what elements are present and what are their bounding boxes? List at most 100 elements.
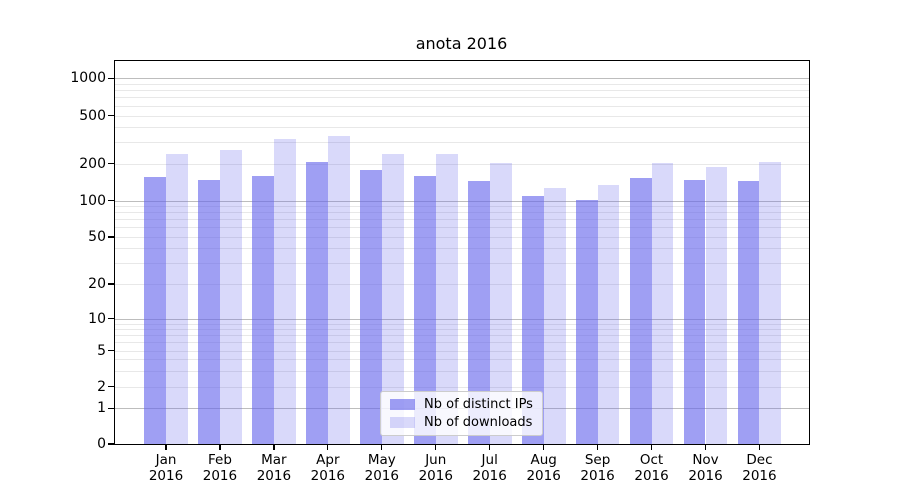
bar-dec-downloads	[759, 162, 782, 444]
y-tick-mark	[108, 407, 115, 409]
legend: Nb of distinct IPs Nb of downloads	[380, 391, 543, 436]
y-tick-mark	[108, 162, 115, 165]
gridline-minor	[115, 370, 809, 372]
gridline-minor	[115, 83, 809, 85]
x-tick-mark	[273, 445, 275, 450]
gridline-major	[115, 78, 809, 80]
x-tick-mark	[435, 445, 437, 450]
y-tick-mark	[108, 443, 115, 445]
bar-may-distinct-ips	[359, 170, 382, 444]
bar-may-downloads	[381, 154, 404, 444]
bar-aug-downloads	[543, 188, 566, 444]
x-tick-mark	[219, 445, 221, 450]
bar-oct-downloads	[651, 162, 674, 444]
bar-oct-distinct-ips	[629, 178, 652, 444]
gridline-minor	[115, 284, 809, 285]
x-tick-label: Oct 2016	[634, 452, 669, 484]
legend-item-distinct-ips: Nb of distinct IPs	[390, 397, 533, 412]
x-tick-mark	[704, 445, 707, 450]
gridline-minor	[115, 219, 809, 221]
bar-sep-downloads	[597, 184, 620, 444]
bar-jun-distinct-ips	[413, 176, 436, 444]
x-tick-mark	[489, 445, 491, 450]
bar-mar-downloads	[273, 139, 296, 444]
gridline-minor	[115, 90, 809, 92]
gridline-minor	[115, 248, 809, 250]
gridline-minor	[115, 323, 809, 325]
x-tick-label: Apr 2016	[310, 452, 346, 484]
legend-swatch-distinct-ips-icon	[390, 398, 415, 410]
y-tick-label: 2	[97, 378, 106, 395]
y-tick-mark	[108, 386, 115, 388]
bar-nov-distinct-ips	[683, 180, 706, 444]
bar-feb-distinct-ips	[198, 180, 220, 444]
gridline-minor	[115, 263, 809, 265]
y-tick-label: 1	[97, 400, 106, 417]
bar-jul-distinct-ips	[467, 180, 490, 444]
x-tick-label: Dec 2016	[742, 452, 777, 484]
y-tick-label: 100	[79, 192, 106, 209]
gridline-minor	[115, 335, 809, 337]
x-tick-mark	[758, 445, 761, 450]
y-tick-label: 20	[88, 276, 106, 292]
gridline-minor	[115, 227, 809, 229]
y-tick-label: 5	[97, 342, 106, 359]
y-tick-mark	[108, 318, 115, 320]
y-tick-mark	[108, 283, 115, 285]
bar-apr-downloads	[327, 135, 350, 444]
bar-feb-downloads	[219, 150, 242, 444]
x-tick-label: Jan 2016	[148, 452, 184, 484]
gridline-minor	[115, 105, 809, 107]
plot-area	[115, 61, 809, 444]
x-tick-label: May 2016	[364, 452, 399, 484]
y-tick-label: 1000	[70, 70, 106, 87]
gridline-minor	[115, 163, 809, 165]
y-tick-mark	[108, 236, 115, 238]
gridline-minor	[115, 212, 809, 214]
legend-label-distinct-ips: Nb of distinct IPs	[424, 396, 533, 412]
gridline-major	[115, 318, 809, 320]
legend-swatch-downloads-icon	[390, 417, 415, 429]
x-tick-label: Aug 2016	[526, 452, 561, 484]
legend-item-downloads: Nb of downloads	[390, 415, 533, 430]
x-tick-mark	[165, 445, 167, 450]
gridline-minor	[115, 97, 809, 99]
bar-mar-distinct-ips	[252, 176, 274, 444]
y-tick-label: 10	[88, 310, 106, 327]
y-tick-mark	[108, 350, 115, 352]
bar-sep-distinct-ips	[575, 199, 598, 444]
gridline-minor	[115, 386, 809, 388]
gridline-minor	[115, 115, 809, 117]
bar-aug-distinct-ips	[521, 196, 544, 444]
x-tick-label: Jun 2016	[418, 452, 453, 484]
y-tick-label: 0	[97, 436, 106, 452]
x-tick-mark	[596, 445, 599, 450]
y-tick-mark	[108, 199, 115, 202]
y-tick-label: 500	[79, 107, 106, 124]
bar-jun-downloads	[435, 153, 458, 444]
gridline-major	[115, 200, 809, 202]
x-tick-label: Mar 2016	[256, 452, 292, 484]
x-tick-mark	[327, 445, 329, 450]
gridline-minor	[115, 359, 809, 361]
gridline-minor	[115, 142, 809, 144]
gridline-minor	[115, 329, 809, 330]
bar-jan-distinct-ips	[144, 177, 166, 444]
legend-label-downloads: Nb of downloads	[424, 415, 533, 431]
y-tick-mark	[108, 77, 115, 79]
x-tick-mark	[381, 445, 383, 450]
bar-jul-downloads	[489, 163, 512, 444]
y-tick-mark	[108, 114, 115, 117]
x-tick-label: Feb 2016	[202, 452, 238, 484]
x-tick-label: Nov 2016	[688, 452, 723, 484]
bar-dec-distinct-ips	[737, 181, 760, 444]
y-tick-label: 50	[88, 229, 106, 245]
bar-nov-downloads	[705, 167, 728, 444]
x-tick-mark	[650, 445, 653, 450]
gridline-minor	[115, 342, 809, 344]
x-tick-label: Sep 2016	[580, 452, 615, 484]
gridline-minor	[115, 206, 809, 208]
y-tick-label: 200	[79, 155, 106, 172]
x-tick-mark	[543, 445, 545, 450]
